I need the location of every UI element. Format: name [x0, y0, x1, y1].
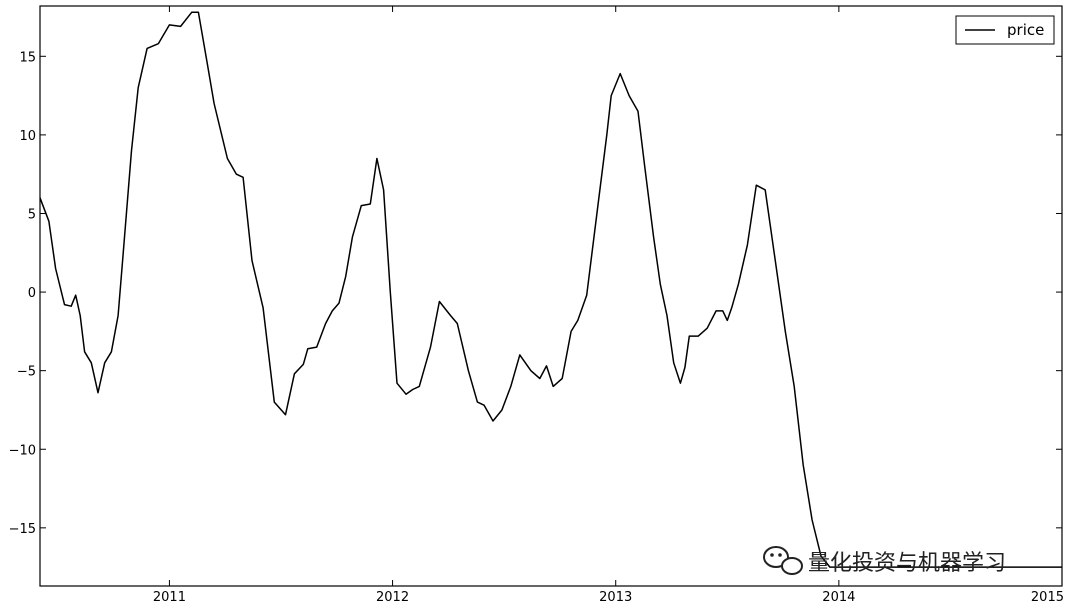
x-tick-label: 2014 — [822, 590, 855, 605]
y-tick-label: 0 — [28, 286, 36, 301]
plot-background — [40, 6, 1062, 586]
x-tick-label: 2013 — [599, 590, 632, 605]
x-tick-label: 2011 — [153, 590, 186, 605]
wechat-icon — [763, 546, 803, 575]
x-tick-label: 2012 — [376, 590, 409, 605]
y-tick-label: 10 — [19, 129, 36, 144]
ticks-layer: 15 10 5 0 −5 −10 −15 2011 2012 2013 2014 2015 — [9, 6, 1064, 605]
y-tick-label: −15 — [9, 522, 36, 537]
watermark-text: 量化投资与机器学习 — [808, 551, 1006, 576]
legend-label-price: price — [1007, 21, 1044, 39]
plot-frame — [39, 5, 1063, 587]
watermark: 量化投资与机器学习 — [763, 546, 1006, 576]
y-tick-label: 5 — [28, 207, 36, 222]
y-tick-label: 15 — [19, 50, 36, 65]
y-tick-label: −10 — [9, 443, 36, 458]
legend: price — [955, 15, 1055, 45]
series-line-price — [39, 11, 1062, 568]
x-tick-label: 2015 — [1031, 590, 1064, 605]
y-tick-label: −5 — [17, 365, 36, 380]
series-layer — [39, 11, 1062, 568]
legend-box — [955, 15, 1055, 45]
